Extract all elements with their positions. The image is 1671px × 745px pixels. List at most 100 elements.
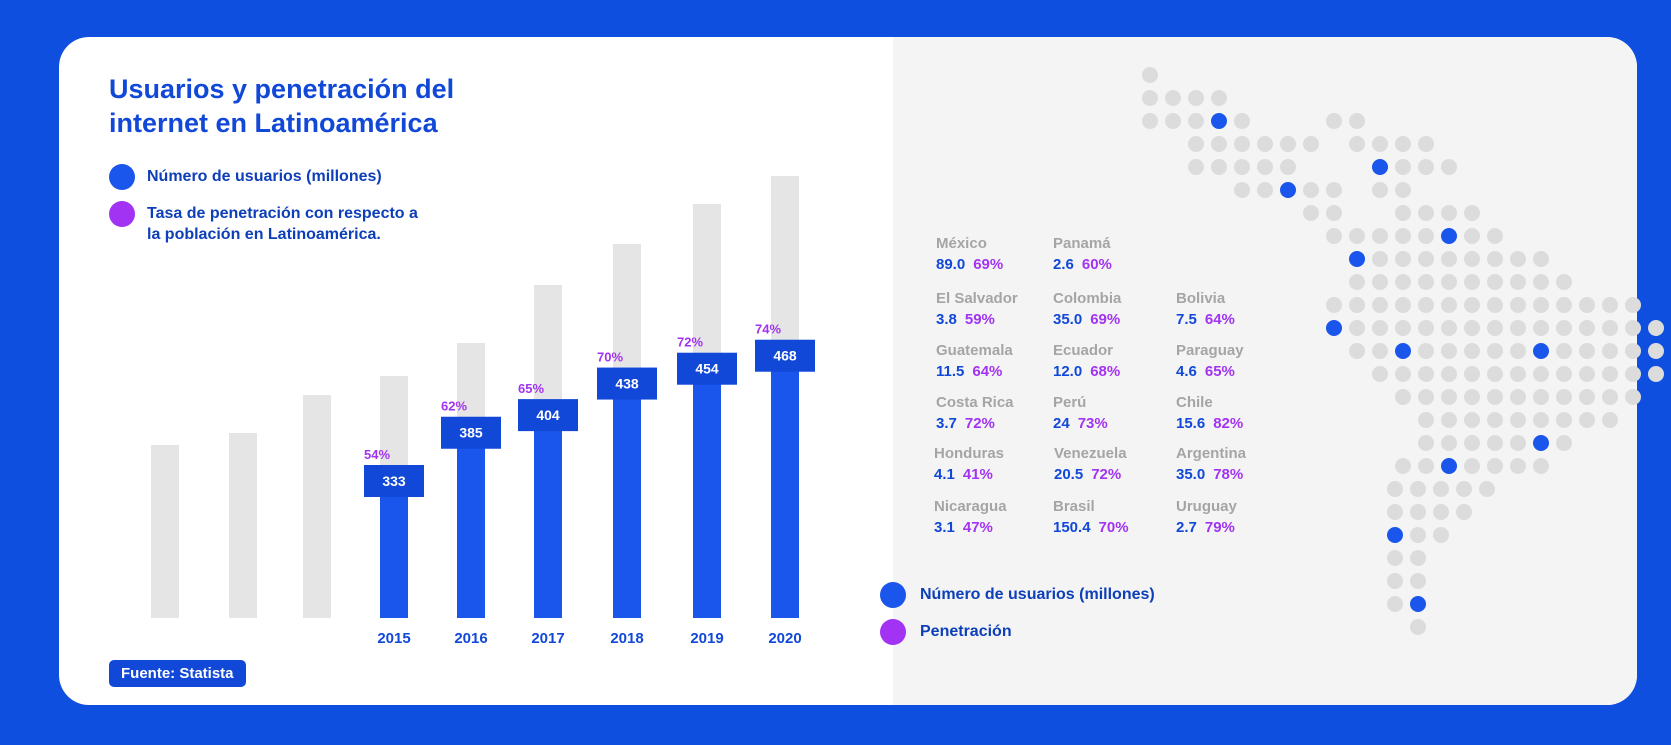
country-users: 35.0 [1053, 311, 1083, 328]
map-dot [1326, 182, 1342, 198]
country-stat: Bolivia 7.5 64% [1176, 289, 1296, 331]
country-users: 12.0 [1053, 363, 1083, 380]
map-dot [1326, 113, 1342, 129]
map-dot [1418, 205, 1434, 221]
country-stat: Costa Rica 3.7 72% [936, 393, 1056, 435]
country-stat: Chile 15.6 82% [1176, 393, 1296, 435]
users-value-box [597, 367, 657, 400]
map-dot [1464, 251, 1480, 267]
country-name: Paraguay [1176, 342, 1244, 359]
map-highlight-dot [1533, 435, 1549, 451]
map-dot [1602, 297, 1618, 313]
map-dot [1456, 481, 1472, 497]
map-dot [1510, 389, 1526, 405]
users-value-box [364, 465, 424, 497]
map-dot [1533, 297, 1549, 313]
map-dot [1418, 366, 1434, 382]
map-dot [1188, 159, 1204, 175]
map-dot [1510, 297, 1526, 313]
map-dot [1165, 113, 1181, 129]
map-dot [1487, 435, 1503, 451]
map-dot [1510, 458, 1526, 474]
map-dot [1533, 274, 1549, 290]
country-stat: El Salvador 3.8 59% [936, 289, 1056, 331]
map-dot [1410, 504, 1426, 520]
country-name: Guatemala [936, 342, 1013, 359]
map-dot [1188, 113, 1204, 129]
users-value-box [518, 399, 578, 432]
country-values: 3.8 59% [936, 309, 1056, 331]
country-name: Brasil [1053, 498, 1095, 515]
map-dot [1303, 205, 1319, 221]
country-stat: Argentina 35.0 78% [1176, 444, 1296, 486]
map-dot [1464, 297, 1480, 313]
map-dot [1257, 136, 1273, 152]
country-penetration: 59% [964, 311, 995, 328]
map-highlight-dot [1441, 228, 1457, 244]
country-penetration: 68% [1090, 363, 1121, 380]
map-dot [1441, 320, 1457, 336]
country-values: 150.4 70% [1053, 517, 1173, 539]
map-dot [1395, 320, 1411, 336]
map-dot [1510, 435, 1526, 451]
map-dot [1257, 159, 1273, 175]
map-legend-users-swatch [880, 582, 906, 608]
map-dot [1410, 481, 1426, 497]
map-dot [1441, 366, 1457, 382]
map-legend-users-label: Número de usuarios (millones) [920, 586, 1155, 603]
map-highlight-dot [1533, 343, 1549, 359]
map-dot [1464, 458, 1480, 474]
country-users: 4.1 [934, 466, 955, 483]
map-dot [1487, 366, 1503, 382]
country-stat: Venezuela 20.5 72% [1054, 444, 1174, 486]
map-dot [1625, 366, 1641, 382]
country-stat: México 89.0 69% [936, 234, 1056, 276]
country-stat: Panamá 2.6 60% [1053, 234, 1173, 276]
country-values: 4.1 41% [934, 464, 1054, 486]
map-dot [1556, 389, 1572, 405]
country-stat: Honduras 4.1 41% [934, 444, 1054, 486]
country-users: 89.0 [936, 256, 966, 273]
x-tick-label: 2016 [454, 630, 487, 647]
country-users: 150.4 [1053, 519, 1091, 536]
map-dot [1464, 366, 1480, 382]
map-dot [1464, 412, 1480, 428]
map-dot [1280, 136, 1296, 152]
map-dot [1349, 228, 1365, 244]
users-value-box [755, 339, 815, 372]
users-value-box [677, 352, 737, 385]
country-stat: Ecuador 12.0 68% [1053, 341, 1173, 383]
map-highlight-dot [1326, 320, 1342, 336]
map-dot [1487, 343, 1503, 359]
map-dot [1464, 320, 1480, 336]
map-dot [1395, 458, 1411, 474]
map-dot [1579, 320, 1595, 336]
country-stat: Paraguay 4.6 65% [1176, 341, 1296, 383]
legend-users-swatch [109, 164, 135, 190]
map-dot [1395, 389, 1411, 405]
map-dot [1326, 205, 1342, 221]
legend-users: Número de usuarios (millones) [109, 164, 447, 190]
map-dot [1349, 136, 1365, 152]
country-values: 20.5 72% [1054, 464, 1174, 486]
country-users: 2.7 [1176, 519, 1197, 536]
country-values: 89.0 69% [936, 254, 1056, 276]
map-dot [1602, 389, 1618, 405]
map-dot [1441, 412, 1457, 428]
country-penetration: 60% [1081, 256, 1112, 273]
map-dot [1211, 90, 1227, 106]
background-bar [151, 445, 179, 618]
map-dot [1387, 481, 1403, 497]
map-dot [1464, 205, 1480, 221]
map-dot [1418, 159, 1434, 175]
map-legend-users: Número de usuarios (millones) [880, 582, 1155, 608]
country-penetration: 78% [1213, 466, 1244, 483]
map-dot [1372, 251, 1388, 267]
map-dot [1303, 182, 1319, 198]
map-dot [1165, 90, 1181, 106]
country-stat: Brasil 150.4 70% [1053, 497, 1173, 539]
map-dot [1464, 274, 1480, 290]
penetration-label: 65% [518, 381, 544, 396]
